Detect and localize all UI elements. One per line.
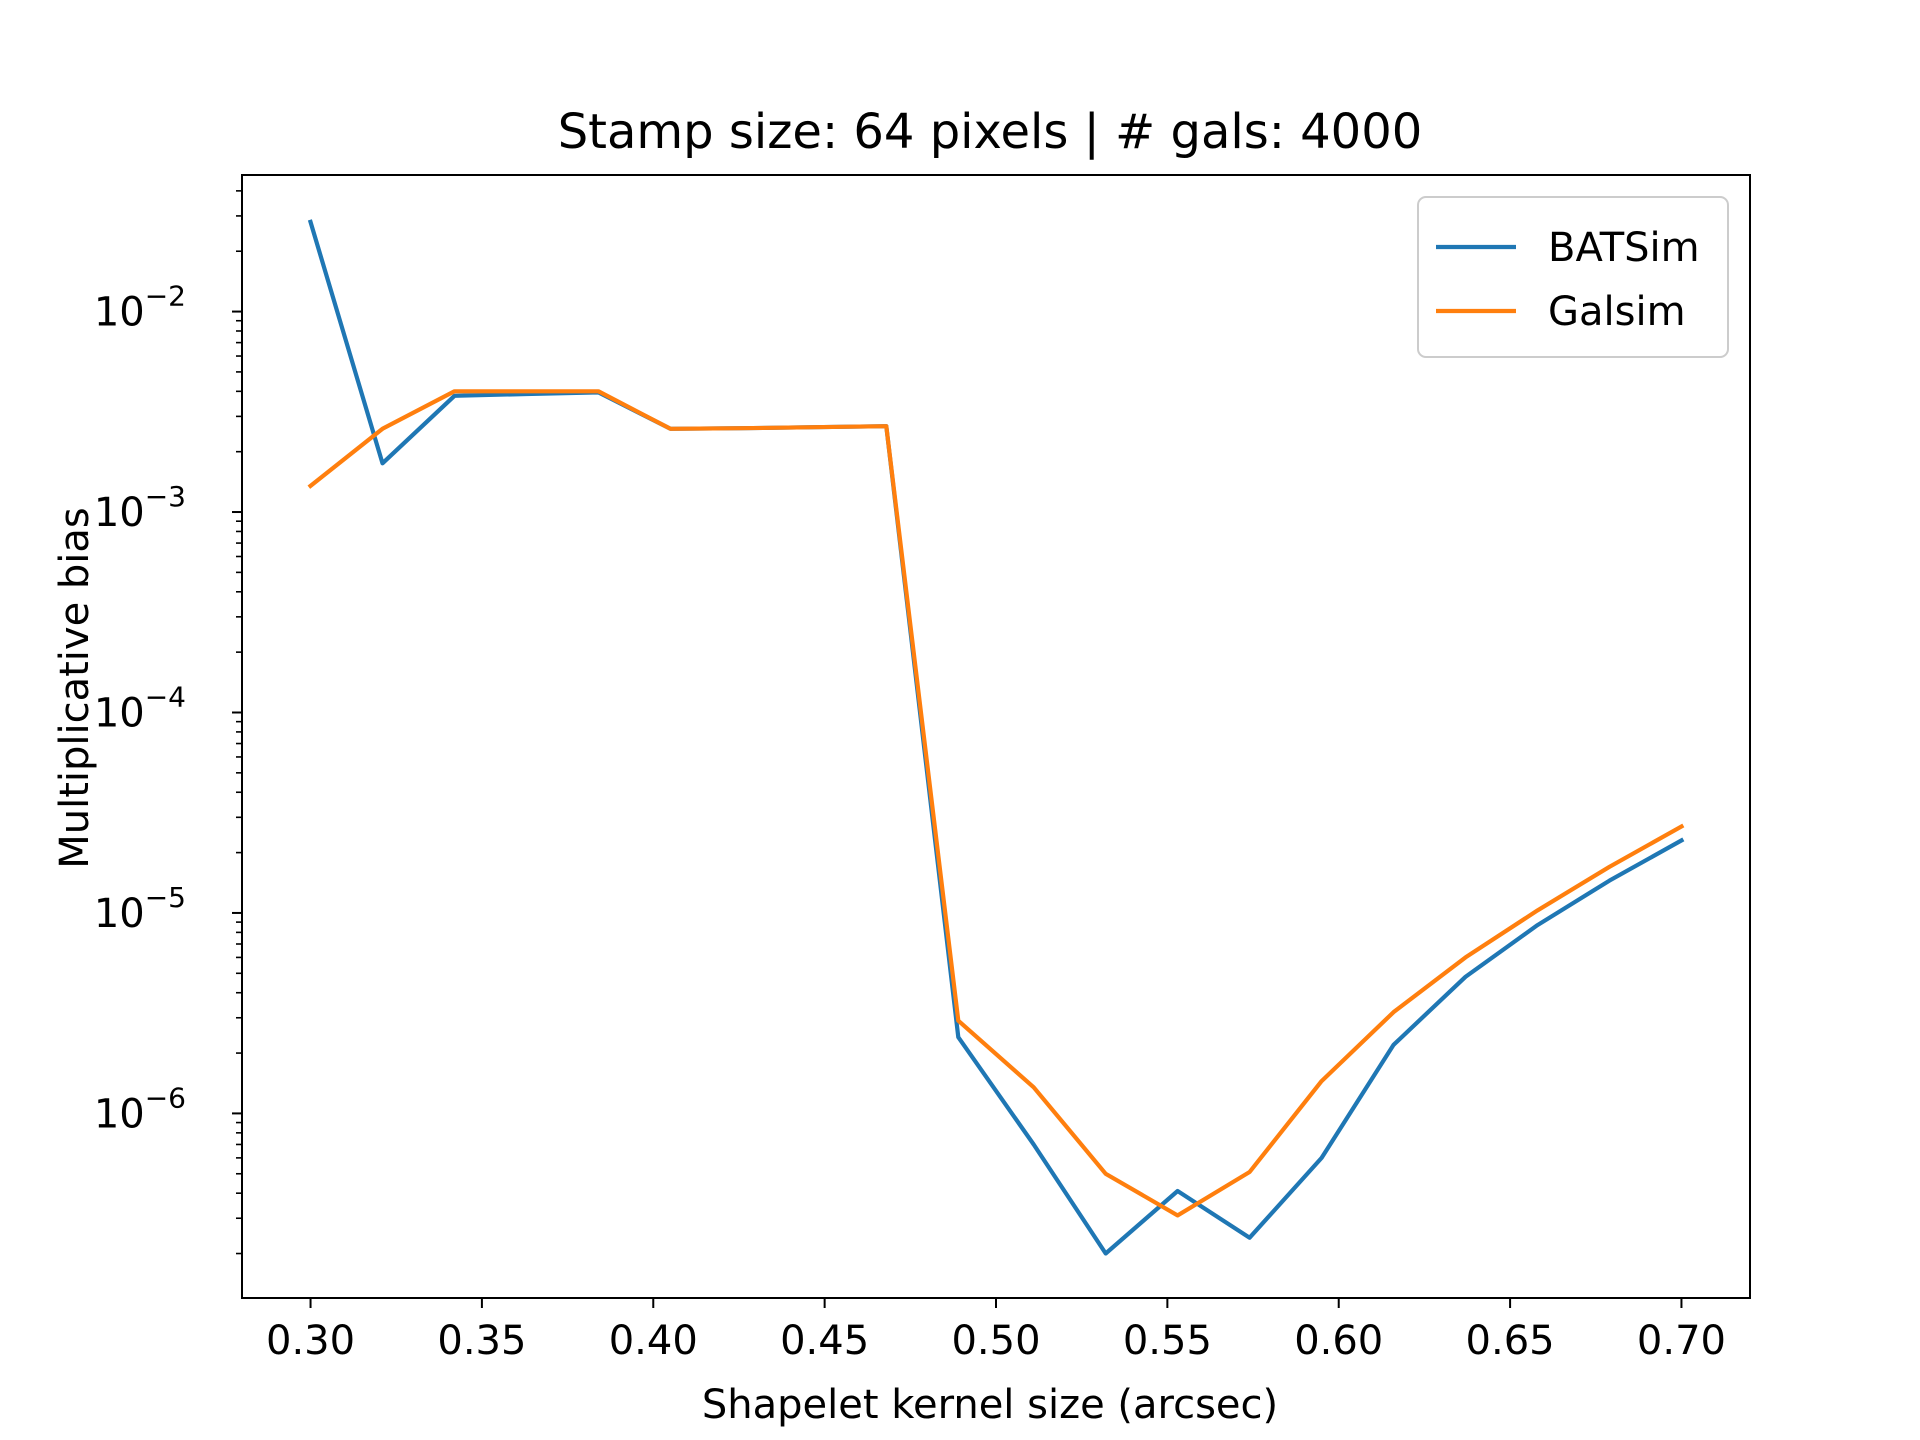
x-tick-label: 0.70 bbox=[1637, 1318, 1726, 1364]
series-line-batsim bbox=[307, 219, 1685, 1256]
y-tick-label: 10−6 bbox=[94, 1081, 186, 1137]
x-tick-label: 0.35 bbox=[437, 1318, 526, 1364]
x-tick-label: 0.30 bbox=[266, 1318, 355, 1364]
legend-label-batsim: BATSim bbox=[1548, 225, 1700, 271]
y-axis-title: Multiplicative bias bbox=[52, 507, 98, 869]
x-tick-label: 0.40 bbox=[609, 1318, 698, 1364]
series-line-galsim bbox=[307, 389, 1685, 1218]
y-tick-label: 10−5 bbox=[94, 881, 186, 937]
legend-label-galsim: Galsim bbox=[1548, 289, 1686, 335]
y-tick-label: 10−2 bbox=[94, 280, 186, 336]
x-tick-label: 0.50 bbox=[951, 1318, 1040, 1364]
plot-frame bbox=[241, 174, 1751, 1299]
chart-title: Stamp size: 64 pixels | # gals: 4000 bbox=[558, 104, 1423, 160]
x-tick-label: 0.65 bbox=[1466, 1318, 1555, 1364]
y-tick-label: 10−3 bbox=[94, 480, 186, 536]
x-tick-label: 0.45 bbox=[780, 1318, 869, 1364]
x-tick-label: 0.60 bbox=[1294, 1318, 1383, 1364]
y-tick-label: 10−4 bbox=[94, 680, 186, 736]
x-tick-label: 0.55 bbox=[1123, 1318, 1212, 1364]
x-axis-title: Shapelet kernel size (arcsec) bbox=[702, 1382, 1278, 1428]
legend-box bbox=[1417, 196, 1729, 358]
